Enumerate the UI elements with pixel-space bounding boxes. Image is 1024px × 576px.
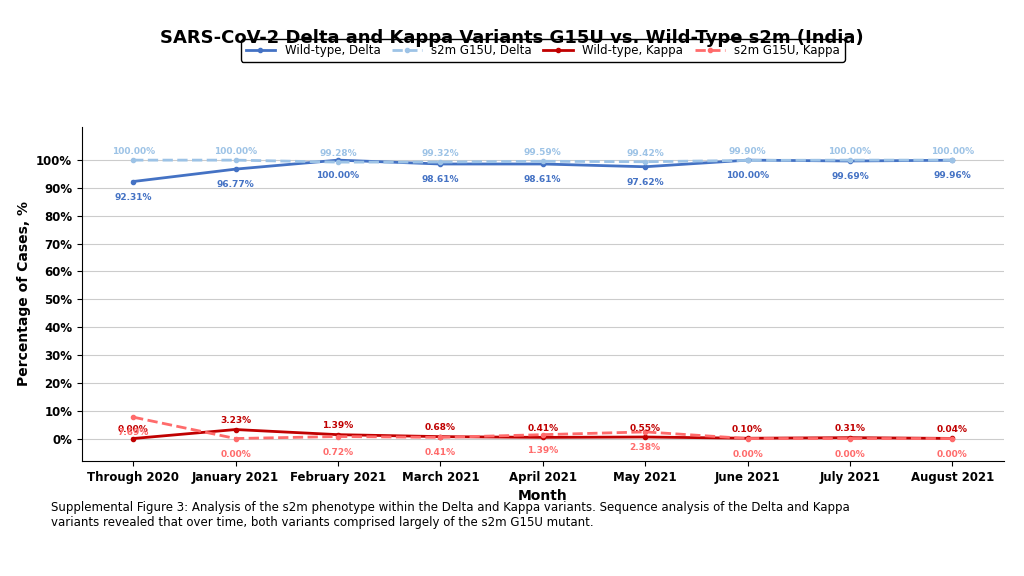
Text: 2.38%: 2.38% (630, 443, 660, 452)
Text: 0.00%: 0.00% (732, 450, 763, 458)
Text: 100.00%: 100.00% (316, 171, 359, 180)
s2m G15U, Kappa (844, 435, 856, 442)
Line: s2m G15U, Kappa: s2m G15U, Kappa (131, 415, 954, 441)
s2m G15U, Kappa (127, 414, 139, 420)
Text: 0.04%: 0.04% (937, 425, 968, 434)
Text: 99.32%: 99.32% (422, 149, 459, 158)
Wild-type, Delta (741, 157, 754, 164)
Wild-type, Delta (639, 164, 651, 170)
Text: 99.69%: 99.69% (831, 172, 868, 181)
Text: 100.00%: 100.00% (726, 171, 769, 180)
Wild-type, Delta (332, 157, 344, 164)
s2m G15U, Delta (229, 157, 242, 164)
Wild-type, Delta (434, 161, 446, 168)
Text: 0.00%: 0.00% (118, 425, 148, 434)
Text: 96.77%: 96.77% (217, 180, 254, 190)
Text: 100.00%: 100.00% (214, 147, 257, 156)
X-axis label: Month: Month (518, 489, 567, 503)
Wild-type, Kappa (946, 435, 958, 442)
Legend: Wild-type, Delta, s2m G15U, Delta, Wild-type, Kappa, s2m G15U, Kappa: Wild-type, Delta, s2m G15U, Delta, Wild-… (241, 39, 845, 62)
Line: s2m G15U, Delta: s2m G15U, Delta (131, 158, 954, 164)
s2m G15U, Delta (127, 157, 139, 164)
Text: Supplemental Figure 3: Analysis of the s2m phenotype within the Delta and Kappa : Supplemental Figure 3: Analysis of the s… (51, 501, 850, 529)
Text: 0.55%: 0.55% (630, 424, 660, 433)
s2m G15U, Delta (537, 158, 549, 165)
s2m G15U, Delta (434, 158, 446, 165)
Text: 0.00%: 0.00% (835, 450, 865, 458)
Line: Wild-type, Delta: Wild-type, Delta (131, 158, 954, 184)
Text: 1.39%: 1.39% (323, 422, 353, 430)
Text: 99.42%: 99.42% (627, 149, 664, 158)
s2m G15U, Kappa (946, 435, 958, 442)
Wild-type, Kappa (741, 435, 754, 442)
Text: 98.61%: 98.61% (524, 175, 561, 184)
Text: 0.00%: 0.00% (937, 450, 968, 458)
Text: 0.10%: 0.10% (732, 425, 763, 434)
Wild-type, Kappa (332, 431, 344, 438)
Wild-type, Delta (127, 178, 139, 185)
Wild-type, Kappa (127, 435, 139, 442)
s2m G15U, Kappa (741, 435, 754, 442)
Text: 0.68%: 0.68% (425, 423, 456, 433)
s2m G15U, Delta (639, 158, 651, 165)
s2m G15U, Kappa (639, 429, 651, 435)
s2m G15U, Kappa (537, 431, 549, 438)
Text: 0.00%: 0.00% (220, 450, 251, 458)
Text: 99.90%: 99.90% (729, 147, 766, 156)
Text: 0.31%: 0.31% (835, 425, 865, 434)
Text: 100.00%: 100.00% (828, 147, 871, 156)
Text: 0.72%: 0.72% (323, 448, 353, 457)
Text: 3.23%: 3.23% (220, 416, 251, 425)
Line: Wild-type, Kappa: Wild-type, Kappa (131, 427, 954, 441)
Wild-type, Kappa (229, 426, 242, 433)
Text: 0.41%: 0.41% (527, 424, 558, 433)
Wild-type, Delta (229, 166, 242, 173)
Text: 1.39%: 1.39% (527, 446, 558, 455)
s2m G15U, Kappa (229, 435, 242, 442)
Text: 100.00%: 100.00% (112, 147, 155, 156)
Wild-type, Delta (946, 157, 958, 164)
s2m G15U, Delta (946, 157, 958, 164)
s2m G15U, Delta (332, 158, 344, 165)
Wild-type, Kappa (537, 434, 549, 441)
Wild-type, Kappa (844, 434, 856, 441)
Wild-type, Kappa (434, 433, 446, 440)
Text: 7.69%: 7.69% (118, 428, 148, 437)
Text: 99.28%: 99.28% (319, 149, 356, 158)
s2m G15U, Delta (741, 157, 754, 164)
Wild-type, Kappa (639, 434, 651, 441)
Text: 98.61%: 98.61% (422, 175, 459, 184)
Y-axis label: Percentage of Cases, %: Percentage of Cases, % (16, 201, 31, 386)
s2m G15U, Kappa (332, 433, 344, 440)
Text: 92.31%: 92.31% (115, 192, 152, 202)
s2m G15U, Delta (844, 157, 856, 164)
Text: 99.59%: 99.59% (524, 148, 561, 157)
s2m G15U, Kappa (434, 434, 446, 441)
Text: 97.62%: 97.62% (627, 178, 664, 187)
Text: SARS-CoV-2 Delta and Kappa Variants G15U vs. Wild-Type s2m (India): SARS-CoV-2 Delta and Kappa Variants G15U… (160, 29, 864, 47)
Text: 0.41%: 0.41% (425, 449, 456, 457)
Wild-type, Delta (537, 161, 549, 168)
Wild-type, Delta (844, 157, 856, 164)
Text: 99.96%: 99.96% (934, 171, 971, 180)
Text: 100.00%: 100.00% (931, 147, 974, 156)
